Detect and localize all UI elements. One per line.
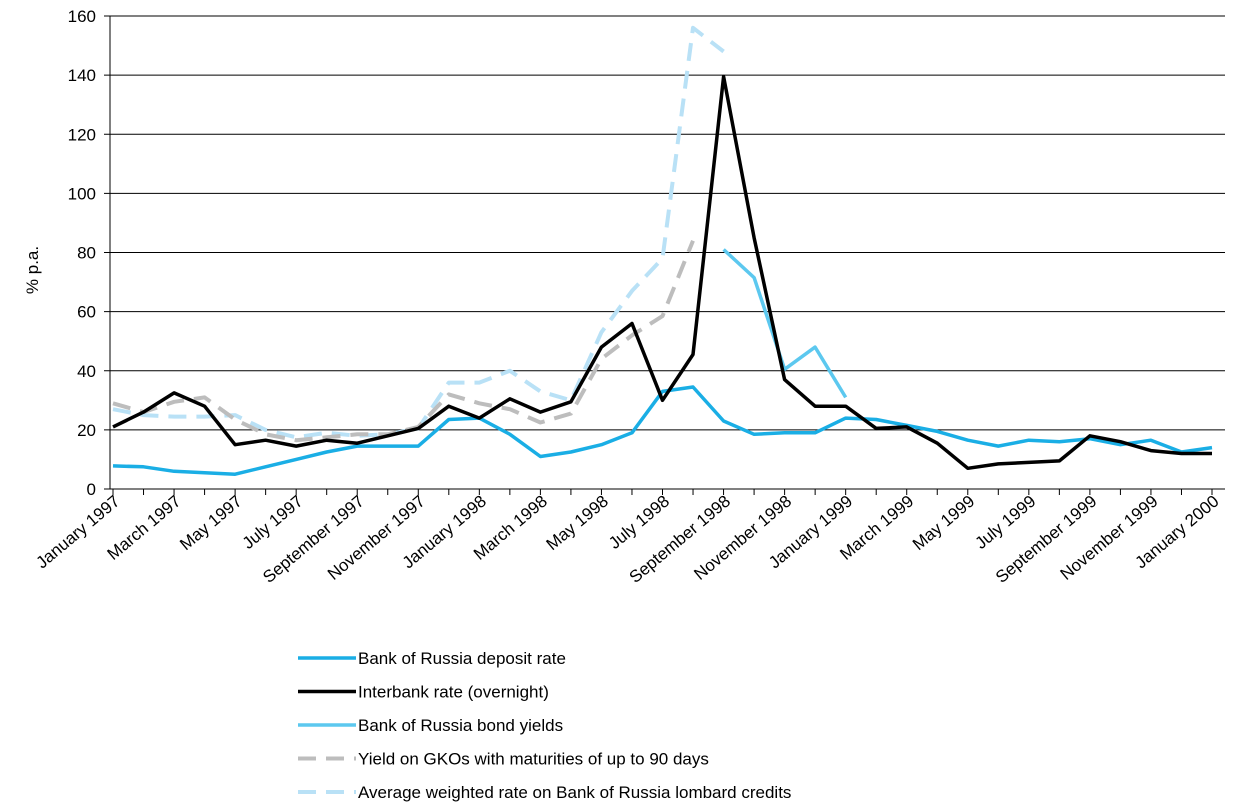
x-tick-label: May 1997	[176, 492, 245, 555]
y-tick-label: 160	[68, 7, 96, 26]
y-tick-label: 60	[77, 303, 96, 322]
y-axis: 0 20 40 60 80 100 120 140 160	[68, 7, 111, 499]
legend-label: Average weighted rate on Bank of Russia …	[358, 783, 791, 802]
series-lines	[112, 25, 1213, 476]
x-tick-label: September 1999	[992, 492, 1101, 587]
y-tick-label: 20	[77, 421, 96, 440]
x-tick-label: September 1997	[259, 492, 368, 587]
series-line-4	[112, 25, 725, 440]
y-tick-label: 40	[77, 362, 96, 381]
grid-lines	[110, 15, 1225, 490]
series-line-1	[112, 74, 1212, 471]
series-line-0	[112, 385, 1213, 476]
x-tick-label: May 1998	[543, 492, 612, 555]
legend-label: Bank of Russia bond yields	[358, 716, 563, 735]
x-tick-label: January 1997	[32, 492, 123, 573]
y-axis-label: % p.a.	[23, 246, 42, 294]
series-line-3	[112, 239, 695, 443]
y-tick-label: 0	[87, 480, 96, 499]
legend-label: Interbank rate (overnight)	[358, 683, 549, 702]
x-tick-label: May 1999	[909, 492, 978, 555]
legend: Bank of Russia deposit rate Interbank rat…	[298, 649, 791, 802]
series-line-2	[722, 248, 848, 399]
y-tick-label: 120	[68, 125, 96, 144]
legend-label: Bank of Russia deposit rate	[358, 649, 566, 668]
y-tick-label: 140	[68, 66, 96, 85]
y-tick-label: 100	[68, 184, 96, 203]
y-tick-label: 80	[77, 244, 96, 263]
legend-label: Yield on GKOs with maturities of up to 9…	[358, 750, 709, 769]
x-tick-label: September 1998	[626, 492, 735, 587]
